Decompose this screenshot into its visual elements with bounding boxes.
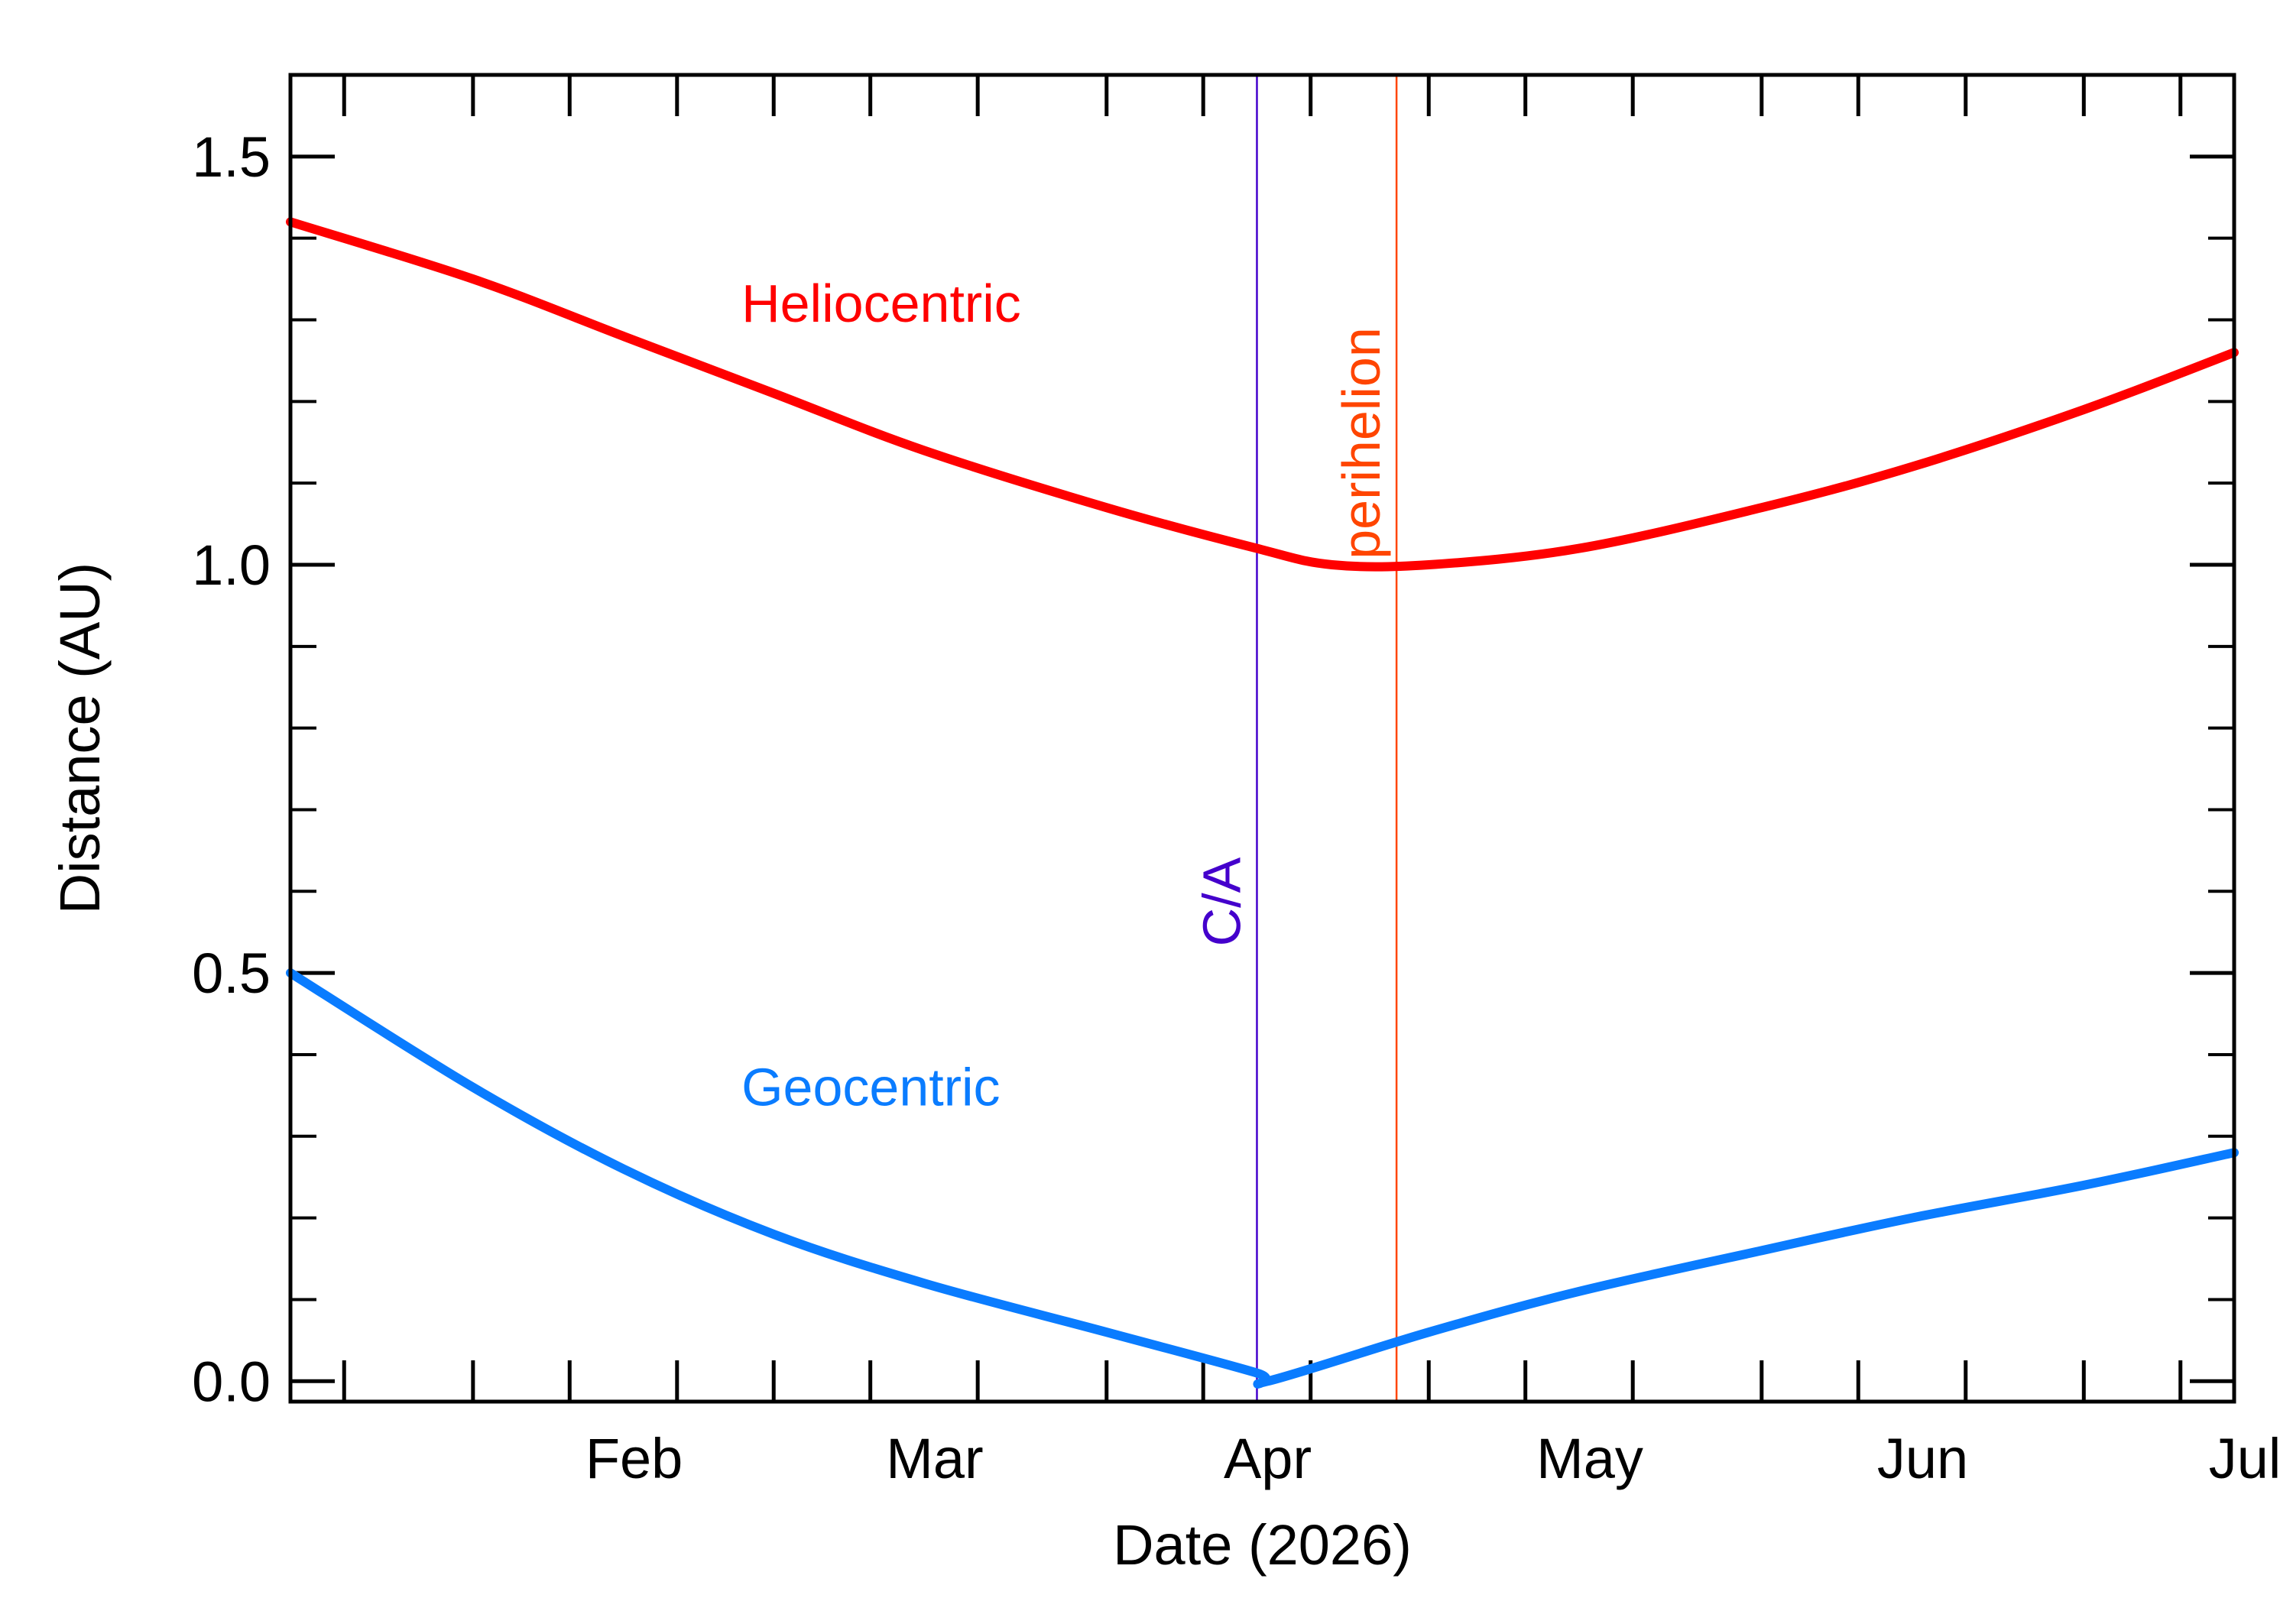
x-tick-label: Apr: [1224, 1427, 1312, 1490]
series-lines: [286, 217, 2239, 1389]
minor-ticks: [290, 75, 2234, 1402]
x-tick-label: Feb: [585, 1427, 683, 1490]
tick-labels: 0.0 0.5 1.0 1.5 Feb Mar Apr May Jun Jul: [192, 125, 2281, 1490]
series-label-heliocentric: Heliocentric: [741, 274, 1021, 333]
series-line-geocentric: [286, 968, 2239, 1389]
annotation-label: C/A: [1192, 857, 1251, 946]
y-tick-label: 0.5: [192, 942, 271, 1005]
y-tick-label: 0.0: [192, 1350, 271, 1413]
x-tick-label: Jun: [1877, 1427, 1968, 1490]
annotation-label: perihelion: [1331, 327, 1391, 559]
y-axis-title: Distance (AU): [48, 562, 112, 915]
annotation-lines: [1256, 75, 1398, 1402]
y-tick-label: 1.5: [192, 125, 271, 189]
x-tick-label: Mar: [886, 1427, 983, 1490]
x-tick-label: May: [1536, 1427, 1643, 1490]
series-line-heliocentric: [286, 217, 2239, 572]
series-label-geocentric: Geocentric: [741, 1058, 1000, 1117]
x-axis-title: Date (2026): [1113, 1513, 1412, 1577]
annotation-labels: C/A perihelion: [1192, 327, 1391, 946]
x-tick-label: Jul: [2209, 1427, 2282, 1490]
plot-frame: [288, 73, 2236, 1404]
y-tick-label: 1.0: [192, 533, 271, 597]
major-ticks: [290, 154, 2234, 1383]
series-labels: Heliocentric Geocentric: [741, 274, 1021, 1117]
